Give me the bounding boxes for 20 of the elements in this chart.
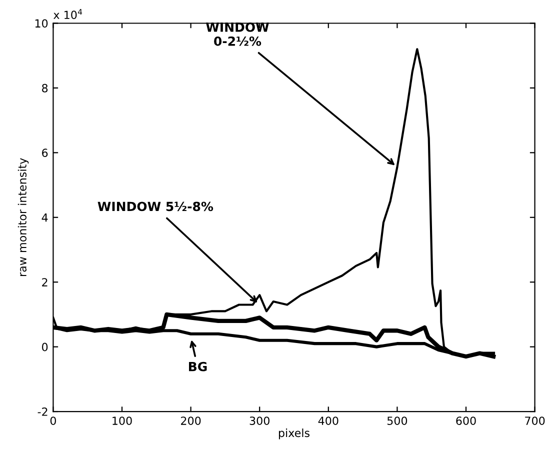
- x-tick-label: 0: [50, 416, 56, 425]
- y-tick-label: 10: [35, 19, 48, 28]
- annotation: WINDOW 5½-8%: [98, 202, 214, 212]
- y-tick-label: 0: [42, 342, 48, 352]
- x-axis-title: pixels: [278, 428, 310, 440]
- x-tick-label: 700: [525, 416, 545, 425]
- x-tick-label: 200: [181, 416, 201, 425]
- y-tick-label: 8: [42, 84, 48, 92]
- x-tick-label: 300: [250, 416, 270, 425]
- x-tick-label: 100: [112, 416, 132, 425]
- x-tick-label: 600: [456, 416, 476, 425]
- x-tick-label: 400: [318, 416, 338, 425]
- annotation: BG: [189, 362, 207, 372]
- y-axis-title: raw monitor intensity: [18, 158, 29, 276]
- y-tick-label: 4: [42, 214, 48, 222]
- y-tick-label: -2: [38, 408, 48, 416]
- y-tick-label: 6: [42, 148, 48, 158]
- text: x 10$^{4}$: [54, 9, 82, 20]
- x-tick-label: 500: [387, 416, 408, 425]
- y-tick-label: 2: [42, 278, 48, 286]
